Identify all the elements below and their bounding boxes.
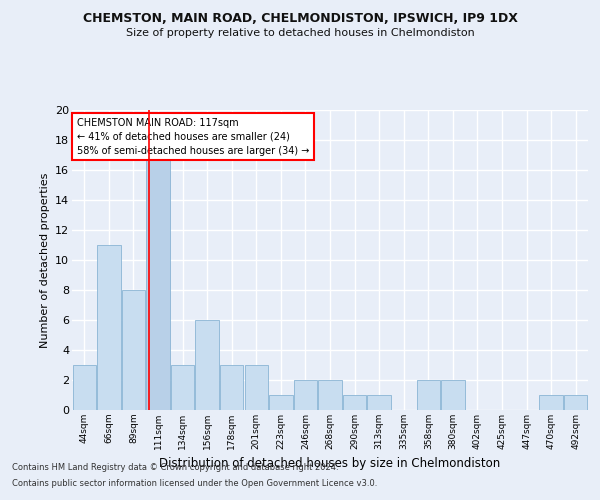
- Bar: [196, 320, 219, 410]
- Bar: [294, 380, 317, 410]
- Bar: [441, 380, 464, 410]
- Bar: [416, 380, 440, 410]
- Text: Contains public sector information licensed under the Open Government Licence v3: Contains public sector information licen…: [12, 478, 377, 488]
- Text: CHEMSTON MAIN ROAD: 117sqm
← 41% of detached houses are smaller (24)
58% of semi: CHEMSTON MAIN ROAD: 117sqm ← 41% of deta…: [77, 118, 310, 156]
- Bar: [146, 125, 170, 410]
- Bar: [564, 395, 587, 410]
- Bar: [343, 395, 366, 410]
- Bar: [97, 245, 121, 410]
- X-axis label: Distribution of detached houses by size in Chelmondiston: Distribution of detached houses by size …: [160, 458, 500, 470]
- Bar: [367, 395, 391, 410]
- Bar: [319, 380, 341, 410]
- Bar: [245, 365, 268, 410]
- Bar: [171, 365, 194, 410]
- Bar: [269, 395, 293, 410]
- Text: Contains HM Land Registry data © Crown copyright and database right 2024.: Contains HM Land Registry data © Crown c…: [12, 464, 338, 472]
- Bar: [73, 365, 96, 410]
- Bar: [122, 290, 145, 410]
- Text: Size of property relative to detached houses in Chelmondiston: Size of property relative to detached ho…: [125, 28, 475, 38]
- Bar: [220, 365, 244, 410]
- Bar: [539, 395, 563, 410]
- Text: CHEMSTON, MAIN ROAD, CHELMONDISTON, IPSWICH, IP9 1DX: CHEMSTON, MAIN ROAD, CHELMONDISTON, IPSW…: [83, 12, 517, 26]
- Y-axis label: Number of detached properties: Number of detached properties: [40, 172, 50, 348]
